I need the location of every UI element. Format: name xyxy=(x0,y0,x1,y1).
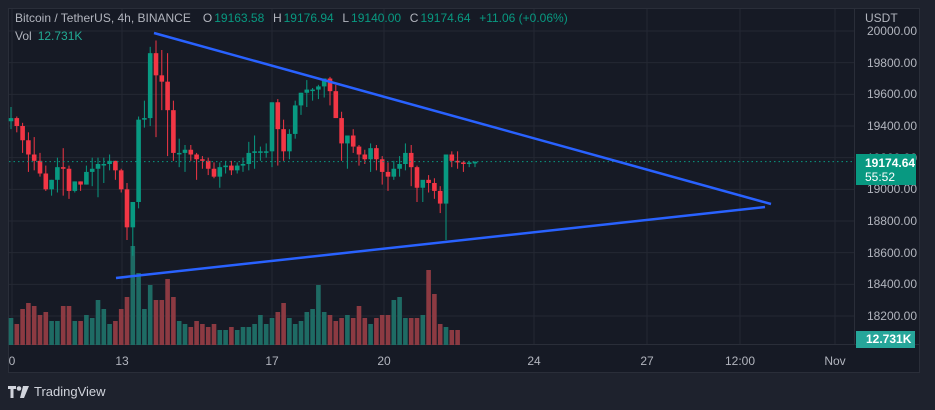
price-tick-label: 18200.00 xyxy=(866,308,917,323)
currency-label: USDT xyxy=(865,11,898,25)
open-value: 19163.58 xyxy=(214,11,265,25)
tradingview-icon xyxy=(8,385,29,398)
time-tick-label: 27 xyxy=(640,354,654,368)
high-value: 19176.94 xyxy=(283,11,334,25)
price-tick-label: 19000.00 xyxy=(866,182,917,197)
price-tick-label: 19800.00 xyxy=(866,55,917,70)
change-value: +11.06 (+0.06%) xyxy=(479,11,568,25)
symbol-legend: Bitcoin / TetherUS, 4h, BINANCE O 19163.5… xyxy=(15,11,568,25)
last-price-badge: 19174.64 55:52 xyxy=(856,154,916,185)
time-tick-label: 20 xyxy=(377,354,391,368)
time-tick-label: 17 xyxy=(265,354,279,368)
price-tick-label: 18600.00 xyxy=(866,245,917,260)
price-tick-label: 18800.00 xyxy=(866,213,917,228)
low-value: 19140.00 xyxy=(351,11,402,25)
price-tick-label: 19600.00 xyxy=(866,87,917,102)
price-tick-label: 19400.00 xyxy=(866,118,917,133)
close-value: 19174.64 xyxy=(420,11,471,25)
symbol-title: Bitcoin / TetherUS, 4h, BINANCE xyxy=(15,11,191,25)
time-axis[interactable] xyxy=(8,345,920,373)
volume-badge: 12.731K xyxy=(856,331,915,348)
tradingview-logo[interactable]: TradingView xyxy=(8,384,106,399)
time-tick-label: 24 xyxy=(527,354,541,368)
price-tick-label: 18400.00 xyxy=(866,277,917,292)
volume-value: 12.731K xyxy=(37,29,83,43)
bar-countdown: 55:52 xyxy=(865,170,896,184)
time-tick-label: 0 xyxy=(8,354,16,368)
time-tick-label: 12:00 xyxy=(724,354,756,368)
price-tick-label: 20000.00 xyxy=(866,24,917,38)
time-tick-label: Nov xyxy=(824,354,846,368)
time-tick-label: 13 xyxy=(115,354,129,368)
volume-legend: Vol 12.731K xyxy=(15,29,83,43)
